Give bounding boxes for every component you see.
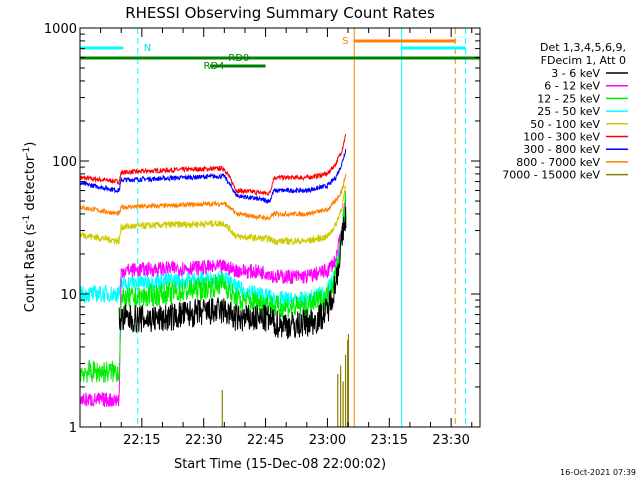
- legend-label-6: 300 - 800 keV: [523, 143, 600, 156]
- legend-label-7: 800 - 7000 keV: [516, 156, 600, 169]
- legend: Det 1,3,4,5,6,9,FDecim 1, Att 03 - 6 keV…: [502, 41, 628, 182]
- legend-label-4: 50 - 100 keV: [530, 118, 600, 131]
- legend-label-8: 7000 - 15000 keV: [502, 169, 600, 182]
- x-tick-label-1: 22:30: [185, 433, 222, 448]
- legend-label-5: 100 - 300 keV: [523, 131, 600, 144]
- chart-axes: 1 10 100 1000 22:15 22:30 22:45 23:00 23:15 23:30: [44, 22, 480, 448]
- legend-label-1: 6 - 12 keV: [544, 80, 600, 93]
- chart-title: RHESSI Observing Summary Count Rates: [125, 4, 435, 22]
- legend-label-0: 3 - 6 keV: [551, 67, 600, 80]
- series-800-7000-kev-line: [79, 173, 347, 222]
- y-tick-label-2: 100: [52, 155, 77, 170]
- y-tick-label-3: 1000: [44, 22, 77, 37]
- timestamp: 16-Oct-2021 07:39: [560, 468, 636, 477]
- y-axis-label-sup2: -1: [22, 147, 32, 156]
- x-tick-label-2: 22:45: [247, 433, 284, 448]
- y-tick-label-1: 10: [60, 288, 77, 303]
- legend-label-3: 25 - 50 keV: [537, 105, 600, 118]
- x-tick-label-3: 23:00: [309, 433, 346, 448]
- series-6-12-kev-line: [79, 196, 347, 408]
- x-tick-label-0: 22:15: [123, 433, 160, 448]
- rd0-label: RD0: [228, 53, 249, 64]
- x-tick-label-5: 23:30: [432, 433, 469, 448]
- y-axis-label-sup1: -1: [22, 215, 32, 224]
- legend-title-1: FDecim 1, Att 0: [541, 54, 626, 67]
- series-100-300-kev-line: [79, 133, 347, 197]
- legend-label-2: 12 - 25 keV: [537, 92, 600, 105]
- x-tick-label-4: 23:15: [371, 433, 408, 448]
- series-50-100-kev-line: [79, 185, 347, 246]
- rd4-label: RD4: [204, 61, 225, 72]
- saa-s-label: S: [342, 36, 348, 47]
- series-3-6-kev-line: [118, 206, 347, 340]
- y-axis-label-mid: detector: [23, 155, 38, 215]
- y-tick-label-0: 1: [69, 421, 77, 436]
- y-axis-label-post: ): [23, 142, 38, 147]
- series-300-800-kev-line: [79, 148, 347, 205]
- legend-title-0: Det 1,3,4,5,6,9,: [540, 41, 626, 54]
- sun-n-label: N: [144, 43, 151, 54]
- plot-frame: [79, 27, 481, 428]
- series-12-25-kev-line: [79, 191, 347, 383]
- y-axis-label: Count Rate (s-1 detector-1): [22, 142, 38, 313]
- x-axis-label: Start Time (15-Dec-08 22:00:02): [174, 457, 386, 472]
- y-axis-label-pre: Count Rate (s: [23, 224, 38, 313]
